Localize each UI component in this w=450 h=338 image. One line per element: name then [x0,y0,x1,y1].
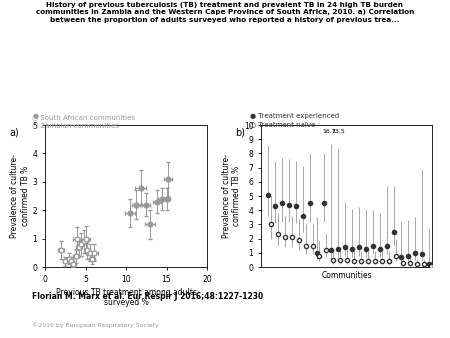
X-axis label: Previous TB treatment among adults
surveyed %: Previous TB treatment among adults surve… [55,288,197,307]
X-axis label: Communities: Communities [321,271,372,280]
Text: 16.7: 16.7 [323,129,336,134]
Text: ○ Zambian communities: ○ Zambian communities [32,122,118,128]
Text: b): b) [235,128,245,138]
Text: ©2016 by European Respiratory Society: ©2016 by European Respiratory Society [32,323,158,329]
Text: ○ Treatment naïve: ○ Treatment naïve [250,121,315,127]
Y-axis label: Prevalence of culture-
confirmed TB %: Prevalence of culture- confirmed TB % [10,154,30,238]
Text: History of previous tuberculosis (TB) treatment and prevalent TB in 24 high TB b: History of previous tuberculosis (TB) tr… [36,2,414,23]
Text: Florian M. Marx et al. Eur Respir J 2016;48:1227-1230: Florian M. Marx et al. Eur Respir J 2016… [32,292,263,301]
Y-axis label: Prevalence of culture-
confirmed TB %: Prevalence of culture- confirmed TB % [221,154,241,238]
Text: ● Treatment experienced: ● Treatment experienced [250,113,339,119]
Text: a): a) [9,128,19,138]
Text: ●: ● [33,113,39,119]
Text: ○ South African communities: ○ South African communities [32,114,135,120]
Text: 13.5: 13.5 [331,129,345,134]
